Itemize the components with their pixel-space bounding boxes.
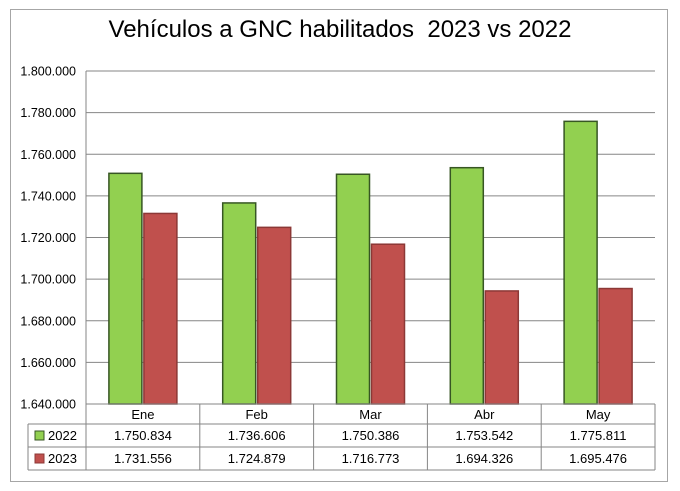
table-cell-value: 1.694.326 — [455, 451, 513, 466]
table-cell-value: 1.750.834 — [114, 428, 172, 443]
x-tick-label: May — [586, 407, 611, 422]
bar-2022-ene — [108, 172, 143, 405]
bar-2023-mar — [370, 243, 406, 405]
bar-2022-feb — [221, 202, 257, 405]
table-cell-value: 1.724.879 — [228, 451, 286, 466]
y-tick-label: 1.700.000 — [20, 273, 76, 287]
bar-2022-abr — [449, 166, 485, 405]
x-tick-label: Mar — [359, 407, 382, 422]
y-tick-label: 1.740.000 — [20, 189, 76, 203]
y-tick-label: 1.660.000 — [20, 356, 76, 370]
legend-label-2022: 2022 — [48, 428, 77, 443]
bar-2023-ene — [143, 212, 178, 405]
legend-key-2023 — [34, 453, 45, 464]
x-tick-label: Ene — [131, 407, 154, 422]
table-cell-value: 1.775.811 — [570, 428, 627, 443]
y-tick-label: 1.680.000 — [20, 314, 76, 328]
table-cell-value: 1.750.386 — [342, 428, 400, 443]
legend-label-2023: 2023 — [48, 451, 77, 466]
table-cell-value: 1.753.542 — [455, 428, 513, 443]
x-tick-label: Feb — [245, 407, 267, 422]
legend-key-2022 — [34, 430, 45, 441]
chart-title: Vehículos a GNC habilitados 2023 vs 2022 — [108, 16, 572, 43]
y-tick-label: 1.640.000 — [20, 398, 76, 412]
y-tick-label: 1.800.000 — [20, 65, 76, 79]
table-cell-value: 1.736.606 — [228, 428, 286, 443]
bar-2022-may — [563, 120, 598, 405]
bar-2022-mar — [335, 173, 371, 405]
table-cell-value: 1.731.556 — [114, 451, 172, 466]
y-tick-label: 1.780.000 — [20, 106, 76, 120]
bar-2023-abr — [484, 290, 520, 405]
y-tick-label: 1.760.000 — [20, 148, 76, 162]
bar-2023-feb — [256, 226, 292, 405]
x-tick-label: Abr — [474, 407, 495, 422]
table-cell-value: 1.716.773 — [342, 451, 400, 466]
y-tick-label: 1.720.000 — [20, 231, 76, 245]
bar-2023-may — [598, 287, 633, 405]
table-cell-value: 1.695.476 — [569, 451, 627, 466]
